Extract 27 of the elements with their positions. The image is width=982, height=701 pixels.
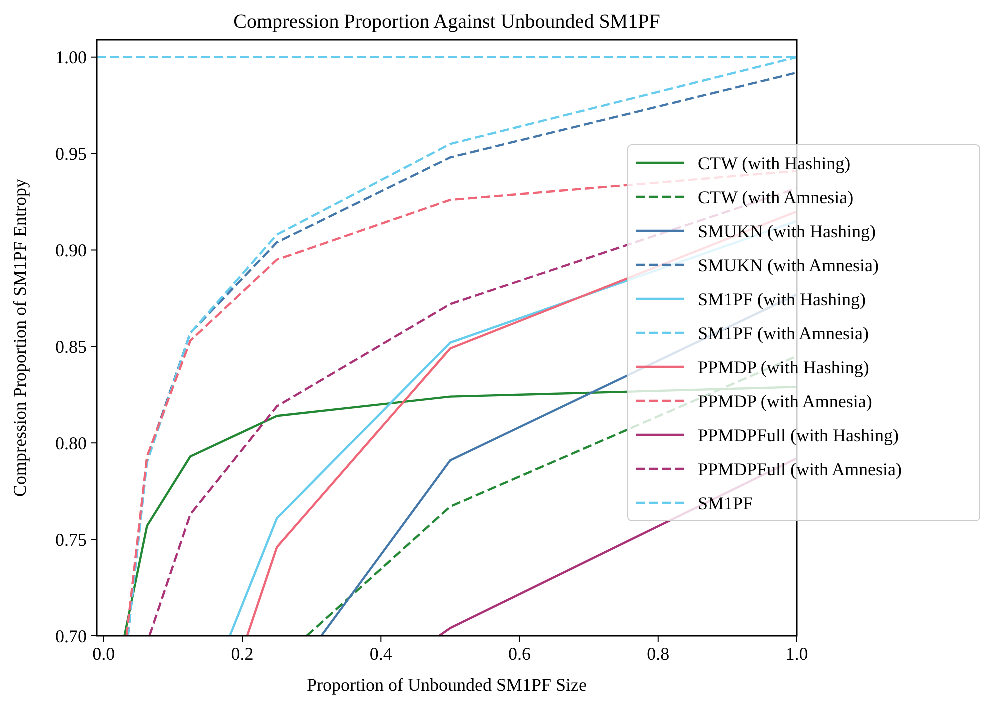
x-tick-label: 0.8 xyxy=(647,644,670,664)
legend-label: PPMDPFull (with Amnesia) xyxy=(698,459,902,480)
y-tick-label: 0.75 xyxy=(56,530,87,550)
legend-label: SM1PF (with Amnesia) xyxy=(698,323,870,344)
legend-label: CTW (with Amnesia) xyxy=(698,187,854,208)
x-tick-label: 1.0 xyxy=(786,644,808,664)
y-tick-label: 0.85 xyxy=(56,336,87,357)
y-tick-label: 1.00 xyxy=(56,48,87,68)
legend-label: SM1PF (with Hashing) xyxy=(698,289,866,310)
legend-label: SMUKN (with Hashing) xyxy=(698,221,876,242)
x-tick-label: 0.0 xyxy=(92,644,116,664)
legend-label: SMUKN (with Amnesia) xyxy=(698,255,879,276)
legend-label: PPMDP (with Hashing) xyxy=(698,357,870,378)
x-tick-label: 0.6 xyxy=(508,644,532,664)
legend-label: PPMDP (with Amnesia) xyxy=(698,391,872,412)
x-tick-label: 0.2 xyxy=(231,644,254,664)
x-tick-label: 0.4 xyxy=(370,644,392,664)
x-axis-title: Proportion of Unbounded SM1PF Size xyxy=(306,675,588,695)
chart-title: Compression Proportion Against Unbounded SM1PF xyxy=(234,11,660,33)
y-tick-label: 0.90 xyxy=(56,240,87,261)
legend-label: CTW (with Hashing) xyxy=(698,153,851,174)
y-tick-label: 0.70 xyxy=(56,626,87,646)
y-tick-label: 0.80 xyxy=(56,433,87,454)
legend-label: PPMDPFull (with Hashing) xyxy=(698,425,900,446)
legend-label: SM1PF xyxy=(698,493,754,514)
y-axis-title: Compression Proportion of SM1PF Entropy xyxy=(10,178,30,498)
y-tick-label: 0.95 xyxy=(56,144,87,164)
